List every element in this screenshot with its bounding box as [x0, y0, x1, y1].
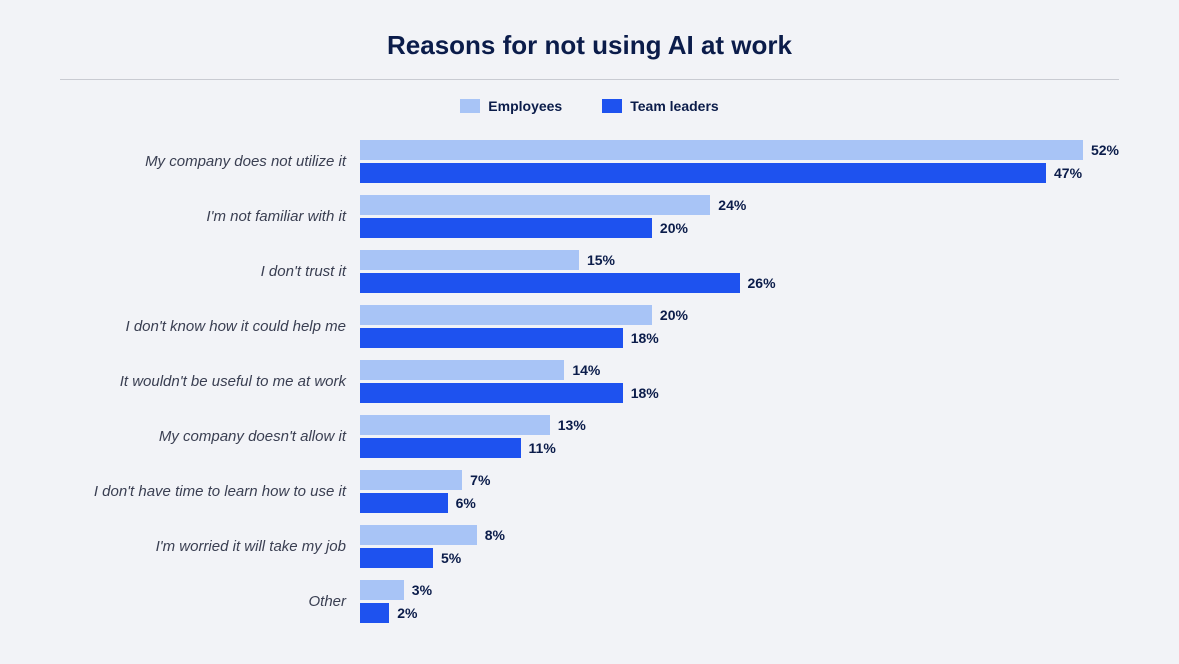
bar-fill: [360, 328, 623, 348]
bar-value: 47%: [1054, 165, 1082, 181]
legend: Employees Team leaders: [60, 98, 1119, 114]
divider: [60, 79, 1119, 80]
category-label: I'm not familiar with it: [60, 195, 360, 238]
bar-chart: My company does not utilize it 52% 47% I'm …: [60, 140, 1119, 623]
bar-fill: [360, 140, 1083, 160]
chart-title: Reasons for not using AI at work: [60, 30, 1119, 79]
bar-team_leaders: 6%: [360, 493, 1119, 513]
chart-row: I don't trust it 15% 26%: [60, 250, 1119, 293]
chart-row: I'm worried it will take my job 8% 5%: [60, 525, 1119, 568]
bar-employees: 13%: [360, 415, 1119, 435]
bar-value: 11%: [529, 440, 556, 456]
bar-fill: [360, 603, 389, 623]
bar-group: 14% 18%: [360, 360, 1119, 403]
bar-employees: 7%: [360, 470, 1119, 490]
legend-item-employees: Employees: [460, 98, 562, 114]
bar-value: 3%: [412, 582, 432, 598]
bar-group: 3%2%: [360, 580, 1119, 623]
bar-team_leaders: 18%: [360, 383, 1119, 403]
bar-value: 20%: [660, 307, 688, 323]
bar-fill: [360, 438, 521, 458]
bar-value: 13%: [558, 417, 586, 433]
bar-fill: [360, 360, 564, 380]
bar-fill: [360, 273, 740, 293]
bar-value: 18%: [631, 385, 659, 401]
chart-row: I don't know how it could help me20%18%: [60, 305, 1119, 348]
bar-value: 26%: [748, 275, 776, 291]
bar-fill: [360, 383, 623, 403]
bar-group: 7%6%: [360, 470, 1119, 513]
bar-value: 15%: [587, 252, 615, 268]
category-label: I don't know how it could help me: [60, 305, 360, 348]
bar-fill: [360, 493, 448, 513]
bar-group: 13%11%: [360, 415, 1119, 458]
bar-fill: [360, 163, 1046, 183]
chart-row: My company does not utilize it 52% 47%: [60, 140, 1119, 183]
bar-group: 8% 5%: [360, 525, 1119, 568]
chart-row: My company doesn't allow it13%11%: [60, 415, 1119, 458]
bar-fill: [360, 548, 433, 568]
bar-value: 14%: [572, 362, 600, 378]
bar-fill: [360, 470, 462, 490]
legend-label-team-leaders: Team leaders: [630, 98, 718, 114]
bar-fill: [360, 218, 652, 238]
bar-team_leaders: 18%: [360, 328, 1119, 348]
chart-row: I don't have time to learn how to use it…: [60, 470, 1119, 513]
bar-employees: 3%: [360, 580, 1119, 600]
bar-fill: [360, 415, 550, 435]
legend-item-team-leaders: Team leaders: [602, 98, 718, 114]
bar-fill: [360, 195, 710, 215]
category-label: I don't have time to learn how to use it: [60, 470, 360, 513]
category-label: I don't trust it: [60, 250, 360, 293]
bar-fill: [360, 580, 404, 600]
bar-employees: 14%: [360, 360, 1119, 380]
legend-swatch-employees: [460, 99, 480, 113]
bar-team_leaders: 5%: [360, 548, 1119, 568]
bar-fill: [360, 525, 477, 545]
bar-value: 20%: [660, 220, 688, 236]
bar-value: 6%: [456, 495, 476, 511]
bar-value: 24%: [718, 197, 746, 213]
bar-group: 15% 26%: [360, 250, 1119, 293]
bar-employees: 24%: [360, 195, 1119, 215]
bar-fill: [360, 250, 579, 270]
bar-fill: [360, 305, 652, 325]
category-label: I'm worried it will take my job: [60, 525, 360, 568]
bar-group: 52% 47%: [360, 140, 1119, 183]
bar-group: 20%18%: [360, 305, 1119, 348]
category-label: Other: [60, 580, 360, 623]
legend-swatch-team-leaders: [602, 99, 622, 113]
chart-row: I'm not familiar with it 24% 20%: [60, 195, 1119, 238]
bar-employees: 8%: [360, 525, 1119, 545]
bar-team_leaders: 26%: [360, 273, 1119, 293]
bar-value: 18%: [631, 330, 659, 346]
bar-team_leaders: 2%: [360, 603, 1119, 623]
chart-row: Other3%2%: [60, 580, 1119, 623]
legend-label-employees: Employees: [488, 98, 562, 114]
bar-team_leaders: 11%: [360, 438, 1119, 458]
category-label: It wouldn't be useful to me at work: [60, 360, 360, 403]
bar-team_leaders: 47%: [360, 163, 1119, 183]
bar-employees: 15%: [360, 250, 1119, 270]
bar-group: 24% 20%: [360, 195, 1119, 238]
bar-employees: 52%: [360, 140, 1119, 160]
bar-value: 7%: [470, 472, 490, 488]
chart-row: It wouldn't be useful to me at work 14% 18…: [60, 360, 1119, 403]
category-label: My company does not utilize it: [60, 140, 360, 183]
bar-value: 52%: [1091, 142, 1119, 158]
bar-team_leaders: 20%: [360, 218, 1119, 238]
bar-employees: 20%: [360, 305, 1119, 325]
bar-value: 5%: [441, 550, 461, 566]
bar-value: 8%: [485, 527, 505, 543]
bar-value: 2%: [397, 605, 417, 621]
category-label: My company doesn't allow it: [60, 415, 360, 458]
